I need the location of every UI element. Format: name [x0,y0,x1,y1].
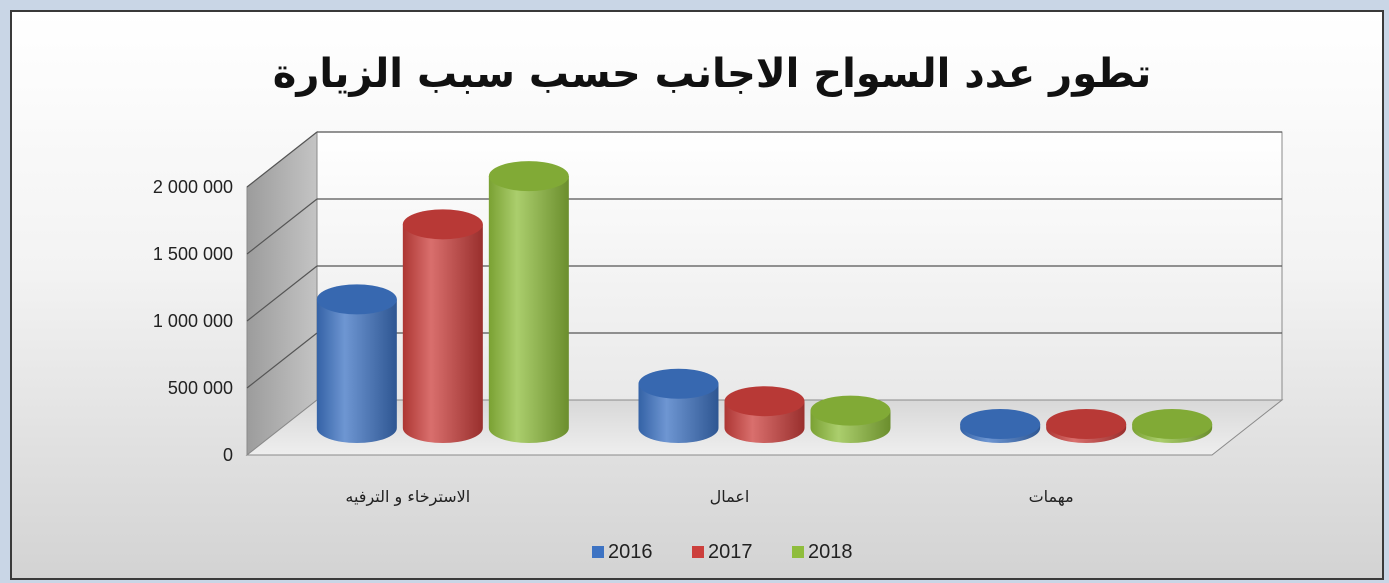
bar-body [402,224,483,444]
bar-top [402,209,483,240]
bars [316,161,1213,444]
bar-top [638,368,719,399]
chart-svg: تطور عدد السواح الاجانب حسب سبب الزيارة … [153,51,1284,563]
bar-2017-2 [1046,408,1127,444]
legend-swatch [692,546,704,558]
gridline-side [246,332,318,389]
legend: 2016 2017 2018 [592,541,853,563]
y-axis-ticks: 0 500 000 1 000 000 1 500 000 2 000 000 [153,177,233,465]
category-label: الاسترخاء و الترفيه [345,487,470,507]
bar-2018-1 [810,395,891,444]
bar-top [960,408,1041,439]
y-tick-label: 1 500 000 [153,244,233,264]
bar-2017-0 [402,209,483,444]
bar-2018-0 [488,161,569,443]
bar-top [1046,408,1127,439]
gridline-side [246,265,318,322]
y-tick-label: 0 [223,445,233,465]
y-tick-label: 1 000 000 [153,311,233,331]
gridline-side [246,131,318,188]
legend-label: 2018 [808,541,853,563]
bar-body [316,299,397,443]
bar-2016-2 [960,408,1041,443]
bar-top [724,386,805,417]
bar-body [638,383,719,444]
bar-2016-1 [638,368,719,444]
chart-frame: تطور عدد السواح الاجانب حسب سبب الزيارة … [10,10,1384,580]
bar-top [316,284,397,315]
bar-2016-0 [316,284,397,443]
bar-top [1132,408,1213,439]
bar-2017-1 [724,386,805,444]
bar-body [488,176,569,443]
chart-title: تطور عدد السواح الاجانب حسب سبب الزيارة [273,51,1152,97]
gridline-side [246,198,318,255]
category-label: اعمال [710,487,750,506]
legend-swatch [792,546,804,558]
category-label: مهمات [1029,487,1074,507]
category-labels: الاسترخاء و الترفيه اعمال مهمات [345,487,1073,507]
y-tick-label: 500 000 [168,378,233,398]
legend-label: 2017 [708,541,753,563]
legend-swatch [592,546,604,558]
y-tick-label: 2 000 000 [153,177,233,197]
bar-2018-2 [1132,408,1213,444]
legend-label: 2016 [608,541,653,563]
bar-top [810,395,891,426]
bar-top [488,161,569,192]
